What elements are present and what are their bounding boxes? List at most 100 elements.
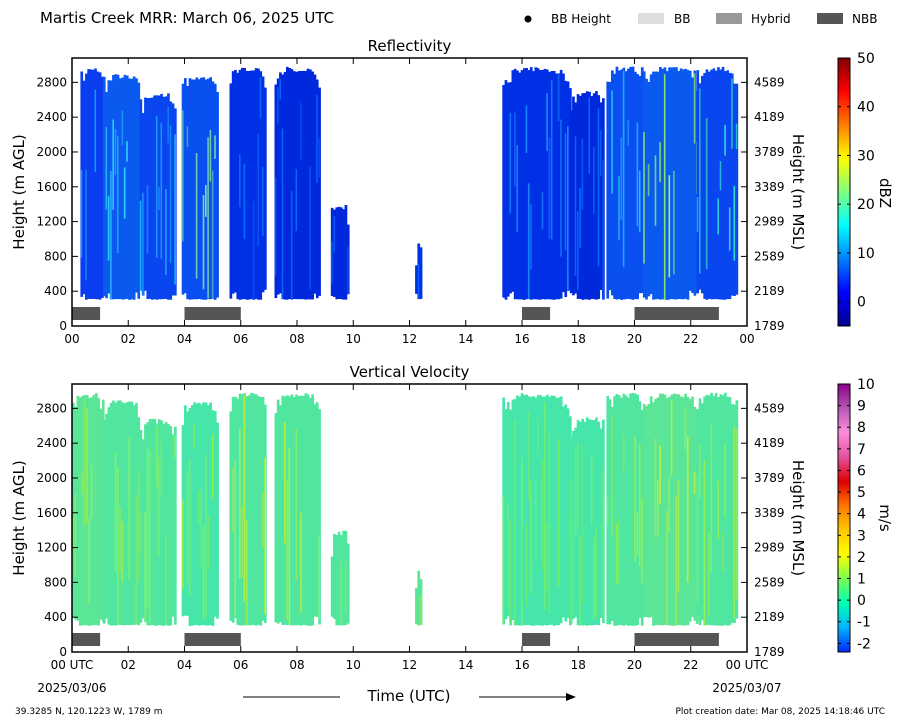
precip-streak <box>721 395 725 626</box>
precip-streak-core <box>290 191 293 300</box>
precip-streak <box>96 71 100 300</box>
precip-streak <box>333 534 336 619</box>
precip-streak <box>346 543 350 624</box>
precip-streak <box>209 402 212 626</box>
precip-segment <box>642 67 699 300</box>
precip-streak-core <box>205 185 207 217</box>
precip-streak <box>335 534 339 626</box>
precip-streak <box>672 393 676 626</box>
precip-streak-core <box>117 136 119 253</box>
precip-streak <box>688 399 692 622</box>
precip-streak <box>151 97 154 300</box>
precip-streak-core <box>534 480 537 561</box>
precip-streak <box>259 397 263 626</box>
precip-streak-core <box>602 159 604 300</box>
precip-streak <box>597 421 601 626</box>
y2-tick-label: 2589 <box>754 575 785 589</box>
precip-streak-core <box>165 535 167 625</box>
y-tick-label: 800 <box>44 249 67 263</box>
precip-streak <box>726 70 729 299</box>
precip-streak-core <box>232 467 234 533</box>
precip-streak-core <box>717 480 719 539</box>
precip-streak-core <box>139 200 142 291</box>
bright-band-nbb-bar <box>184 633 241 646</box>
reflectivity-colorbar: 0 10 20 30 40 50 <box>837 51 875 327</box>
y2-tick-label: 4589 <box>754 401 785 415</box>
precip-streak <box>292 397 296 626</box>
precip-streak <box>313 74 317 294</box>
precip-segment <box>274 393 321 626</box>
precip-streak <box>661 393 664 626</box>
precip-streak <box>583 93 587 300</box>
precip-streak-core <box>205 455 207 617</box>
precip-streak-core <box>243 163 246 239</box>
precip-streak-core <box>588 97 591 174</box>
precip-streak <box>552 395 556 626</box>
precip-streak <box>562 406 565 618</box>
precip-streak-core <box>277 87 279 124</box>
precip-streak-core <box>142 192 144 296</box>
precip-streak <box>186 86 189 300</box>
precip-streak <box>642 404 646 618</box>
colorbar-tick-label: 20 <box>857 197 875 213</box>
precip-streak <box>572 430 575 619</box>
precip-streak <box>532 71 535 300</box>
precip-streak-core <box>509 519 512 626</box>
precip-streak <box>304 393 308 626</box>
precip-streak <box>164 422 168 626</box>
precip-streak-core <box>647 164 650 197</box>
precip-streak <box>649 74 653 295</box>
precip-streak <box>148 98 152 299</box>
precip-streak-core <box>641 498 643 584</box>
precip-streak-core <box>574 136 577 276</box>
precip-streak-core <box>340 560 342 626</box>
precip-streak <box>513 68 517 300</box>
precip-streak <box>88 397 91 626</box>
precip-streak-core <box>107 196 110 261</box>
precip-streak <box>606 396 610 625</box>
precip-streak <box>579 421 582 626</box>
precip-streak-core <box>174 134 176 285</box>
precip-streak <box>139 99 143 291</box>
precip-streak-core <box>731 78 733 149</box>
precip-streak <box>620 397 623 625</box>
precip-streak <box>292 71 296 299</box>
precip-streak-core <box>169 125 172 264</box>
precip-streak-core <box>717 198 719 235</box>
precip-streak <box>130 78 134 300</box>
precip-streak <box>529 67 533 300</box>
precip-streak <box>99 408 103 620</box>
precip-streak-core <box>595 527 597 618</box>
precip-streak <box>546 69 549 300</box>
precip-streak <box>123 403 127 626</box>
precip-streak <box>167 424 170 626</box>
precip-streak-core <box>281 128 284 299</box>
x-tick-label: 12 <box>402 332 417 346</box>
colorbar-tick-label: 10 <box>857 246 875 262</box>
precip-streak <box>78 397 82 626</box>
velocity-bright-bands <box>72 633 719 646</box>
y-tick-label: 400 <box>44 284 67 298</box>
precip-streak <box>313 404 317 617</box>
precip-streak-core <box>611 416 613 537</box>
precip-streak <box>588 91 591 300</box>
precip-streak-core <box>593 147 595 215</box>
precip-streak <box>344 205 348 300</box>
precip-streak-core <box>581 139 584 210</box>
precip-streak-core <box>126 141 128 162</box>
precip-streak-core <box>144 511 146 623</box>
precip-streak <box>250 393 253 626</box>
precip-streak <box>707 395 711 626</box>
precip-streak-core <box>666 510 668 626</box>
precip-streak <box>627 397 630 626</box>
precip-streak <box>283 71 287 300</box>
precip-streak-core <box>257 133 259 247</box>
precip-streak-core <box>318 535 321 619</box>
precip-streak-core <box>557 439 560 587</box>
precip-streak <box>94 68 97 300</box>
precip-streak <box>252 70 256 300</box>
precip-streak <box>254 68 258 299</box>
precip-streak <box>717 67 720 300</box>
precip-streak-core <box>344 561 347 614</box>
